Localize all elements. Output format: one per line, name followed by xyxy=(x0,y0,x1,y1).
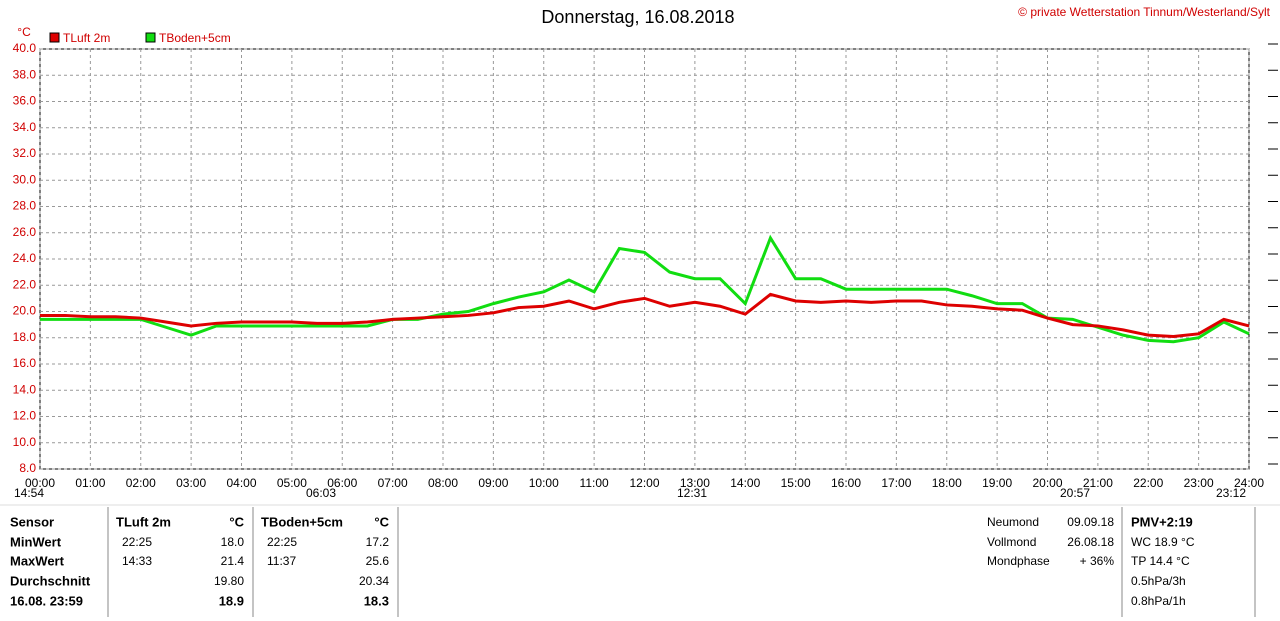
x-tick-label: 19:00 xyxy=(982,476,1012,490)
y-tick-label: 40.0 xyxy=(13,41,37,55)
avg-value: 20.34 xyxy=(359,574,389,588)
moon-value: 26.08.18 xyxy=(1067,535,1114,549)
legend-swatch xyxy=(49,32,60,43)
x-tick-label: 03:00 xyxy=(176,476,206,490)
legend-swatch xyxy=(145,32,156,43)
min-value: 17.2 xyxy=(366,535,390,549)
x-tick-label: 00:00 xyxy=(25,476,55,490)
sensor-name: TBoden+5cm xyxy=(261,514,343,529)
x-tick-label: 22:00 xyxy=(1133,476,1163,490)
y-tick-label: 8.0 xyxy=(19,461,36,475)
min-time: 22:25 xyxy=(267,535,297,549)
y-tick-label: 26.0 xyxy=(13,225,37,239)
x-tick-label: 09:00 xyxy=(478,476,508,490)
extra-info: PMV+2:19 xyxy=(1131,514,1193,529)
y-tick-label: 28.0 xyxy=(13,199,37,213)
extra-info: WC 18.9 °C xyxy=(1131,535,1195,549)
x-tick-label: 07:00 xyxy=(378,476,408,490)
y-tick-label: 38.0 xyxy=(13,67,37,81)
moon-label: Mondphase xyxy=(987,554,1050,568)
max-time: 11:37 xyxy=(267,554,296,568)
min-value: 18.0 xyxy=(221,535,245,549)
legend-label: TBoden+5cm xyxy=(159,31,231,45)
sensor-name: TLuft 2m xyxy=(116,514,171,529)
legend-label: TLuft 2m xyxy=(63,31,110,45)
x-tick-label: 04:00 xyxy=(226,476,256,490)
annotation: 23:12 xyxy=(1216,486,1246,500)
copyright: © private Wetterstation Tinnum/Westerlan… xyxy=(1018,5,1271,19)
moon-label: Vollmond xyxy=(987,535,1036,549)
y-tick-label: 12.0 xyxy=(13,409,37,423)
x-tick-label: 06:00 xyxy=(327,476,357,490)
chart-title: Donnerstag, 16.08.2018 xyxy=(541,7,734,27)
sensor-unit: °C xyxy=(374,514,389,529)
x-tick-label: 21:00 xyxy=(1083,476,1113,490)
sensor-unit: °C xyxy=(229,514,244,529)
x-tick-label: 11:00 xyxy=(580,476,609,490)
extra-info: 0.5hPa/3h xyxy=(1131,574,1186,588)
x-tick-label: 24:00 xyxy=(1234,476,1264,490)
x-tick-label: 17:00 xyxy=(881,476,911,490)
avg-value: 19.80 xyxy=(214,574,244,588)
series-line xyxy=(40,292,1250,338)
current-value: 18.3 xyxy=(364,593,389,608)
row-label: Sensor xyxy=(10,514,54,529)
y-tick-label: 20.0 xyxy=(13,304,37,318)
extra-info: TP 14.4 °C xyxy=(1131,554,1190,568)
annotation: 20:57 xyxy=(1060,486,1090,500)
max-time: 14:33 xyxy=(122,554,152,568)
extra-info: 0.8hPa/1h xyxy=(1131,594,1186,608)
moon-label: Neumond xyxy=(987,515,1039,529)
y-tick-label: 34.0 xyxy=(13,120,37,134)
y-tick-label: 32.0 xyxy=(13,146,37,160)
x-tick-label: 20:00 xyxy=(1032,476,1062,490)
max-value: 21.4 xyxy=(221,554,245,568)
x-tick-label: 05:00 xyxy=(277,476,307,490)
y-tick-label: 36.0 xyxy=(13,94,37,108)
y-tick-label: 10.0 xyxy=(13,435,37,449)
x-tick-label: 23:00 xyxy=(1184,476,1214,490)
annotation: 12:31 xyxy=(677,486,707,500)
x-tick-label: 13:00 xyxy=(680,476,710,490)
y-axis-label: °C xyxy=(17,25,31,39)
y-tick-label: 24.0 xyxy=(13,251,37,265)
moon-value: 09.09.18 xyxy=(1067,515,1114,529)
x-tick-label: 02:00 xyxy=(126,476,156,490)
row-label: 16.08. 23:59 xyxy=(10,593,83,608)
x-tick-label: 16:00 xyxy=(831,476,861,490)
row-label: MaxWert xyxy=(10,553,65,568)
max-value: 25.6 xyxy=(366,554,390,568)
x-tick-label: 14:00 xyxy=(730,476,760,490)
y-tick-label: 14.0 xyxy=(13,382,37,396)
y-tick-label: 18.0 xyxy=(13,330,37,344)
annotation: 14:54 xyxy=(14,486,44,500)
y-tick-label: 16.0 xyxy=(13,356,37,370)
x-tick-label: 01:00 xyxy=(75,476,105,490)
row-label: MinWert xyxy=(10,534,62,549)
x-tick-label: 12:00 xyxy=(629,476,659,490)
row-label: Durchschnitt xyxy=(10,573,91,588)
x-tick-label: 15:00 xyxy=(781,476,811,490)
x-tick-label: 10:00 xyxy=(529,476,559,490)
min-time: 22:25 xyxy=(122,535,152,549)
moon-value: + 36% xyxy=(1080,554,1115,568)
current-value: 18.9 xyxy=(219,593,244,608)
x-tick-label: 18:00 xyxy=(932,476,962,490)
annotation: 06:03 xyxy=(306,486,336,500)
y-tick-label: 30.0 xyxy=(13,172,37,186)
x-tick-label: 08:00 xyxy=(428,476,458,490)
y-tick-label: 22.0 xyxy=(13,277,37,291)
